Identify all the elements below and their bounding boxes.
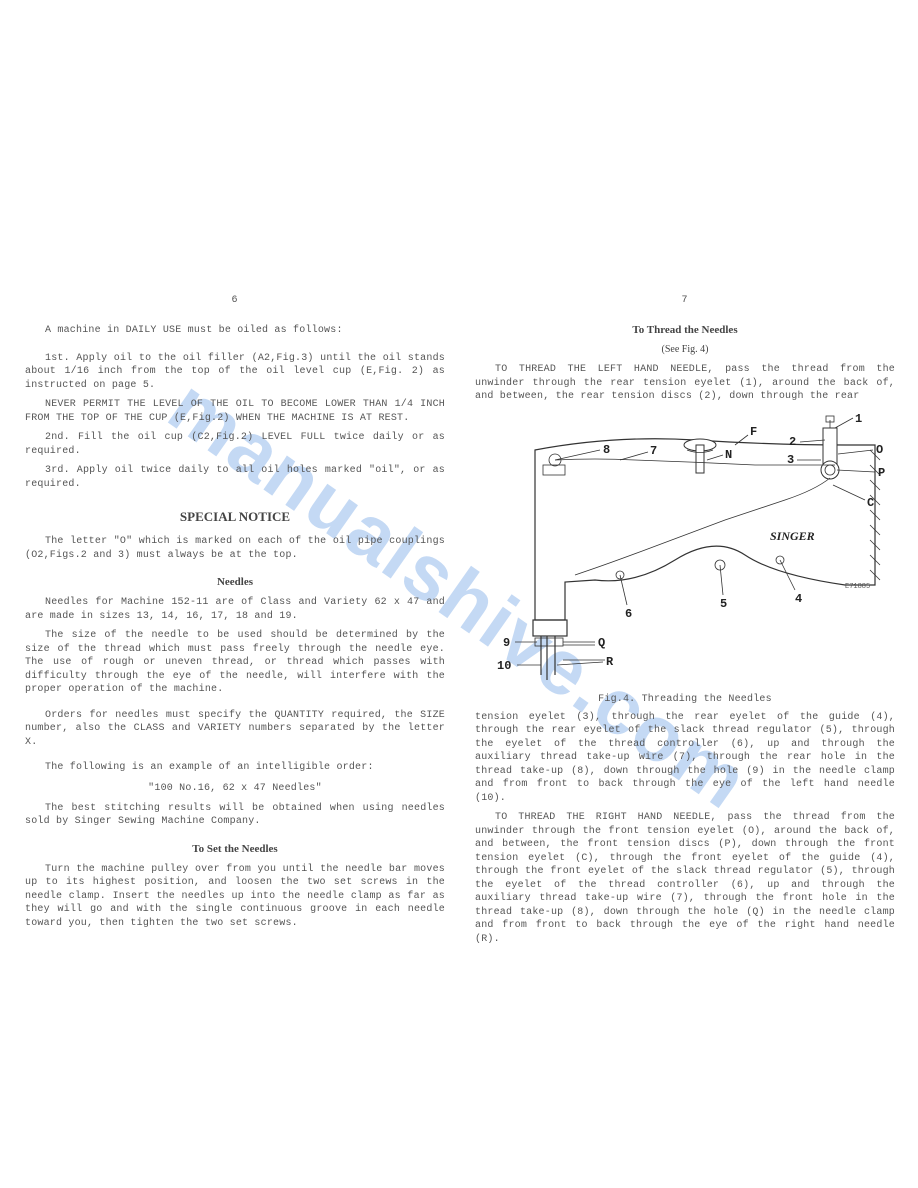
needles-order-spec: Orders for needles must specify the QUAN…	[25, 709, 445, 750]
figure-code: E71885	[845, 583, 870, 591]
oil-step-3: 3rd. Apply oil twice daily to all oil ho…	[25, 464, 445, 491]
thread-right-body: TO THREAD THE RIGHT HAND NEEDLE, pass th…	[475, 811, 895, 946]
set-needles-heading: To Set the Needles	[25, 843, 445, 855]
page-number-right: 7	[475, 295, 895, 306]
page-number-left: 6	[25, 295, 445, 306]
label-Q: Q	[598, 636, 605, 650]
needles-order-example: "100 No.16, 62 x 47 Needles"	[25, 783, 445, 794]
figure-4-caption: Fig.4. Threading the Needles	[475, 694, 895, 705]
special-notice-heading: SPECIAL NOTICE	[25, 509, 445, 525]
oil-step-2: 2nd. Fill the oil cup (C2,Fig.2) LEVEL F…	[25, 431, 445, 458]
left-page: 6 A machine in DAILY USE must be oiled a…	[25, 295, 445, 936]
needles-singer-note: The best stitching results will be obtai…	[25, 802, 445, 829]
label-8: 8	[603, 443, 610, 457]
label-7: 7	[650, 444, 657, 458]
label-C: C	[867, 496, 874, 510]
see-fig-caption: (See Fig. 4)	[475, 344, 895, 355]
label-N: N	[725, 448, 732, 462]
label-4: 4	[795, 592, 802, 606]
label-10: 10	[497, 659, 511, 673]
label-9: 9	[503, 636, 510, 650]
thread-left-intro: TO THREAD THE LEFT HAND NEEDLE, pass the…	[475, 363, 895, 404]
thread-needles-heading: To Thread the Needles	[475, 324, 895, 336]
label-3: 3	[787, 453, 794, 467]
set-needles-body: Turn the machine pulley over from you un…	[25, 863, 445, 931]
label-F: F	[750, 425, 757, 439]
oil-intro: A machine in DAILY USE must be oiled as …	[25, 324, 445, 338]
label-5: 5	[720, 597, 727, 611]
oil-warning: NEVER PERMIT THE LEVEL OF THE OIL TO BEC…	[25, 398, 445, 425]
label-O: O	[876, 443, 883, 457]
needles-p1: Needles for Machine 152-11 are of Class …	[25, 596, 445, 623]
needles-heading: Needles	[25, 576, 445, 588]
figure-4-diagram: SINGER E71885 8 7 N F 2 3 1	[475, 410, 895, 690]
thread-left-cont: tension eyelet (3), through the rear eye…	[475, 711, 895, 806]
needles-example-intro: The following is an example of an intell…	[25, 761, 445, 775]
label-P: P	[878, 466, 885, 480]
label-R: R	[606, 655, 614, 669]
label-2: 2	[789, 435, 796, 449]
label-1: 1	[855, 412, 862, 426]
label-6: 6	[625, 607, 632, 621]
brand-text: SINGER	[770, 529, 815, 543]
oil-step-1: 1st. Apply oil to the oil filler (A2,Fig…	[25, 352, 445, 393]
needles-p2: The size of the needle to be used should…	[25, 629, 445, 697]
right-page: 7 To Thread the Needles (See Fig. 4) TO …	[475, 295, 895, 952]
special-notice-body: The letter "O" which is marked on each o…	[25, 535, 445, 562]
